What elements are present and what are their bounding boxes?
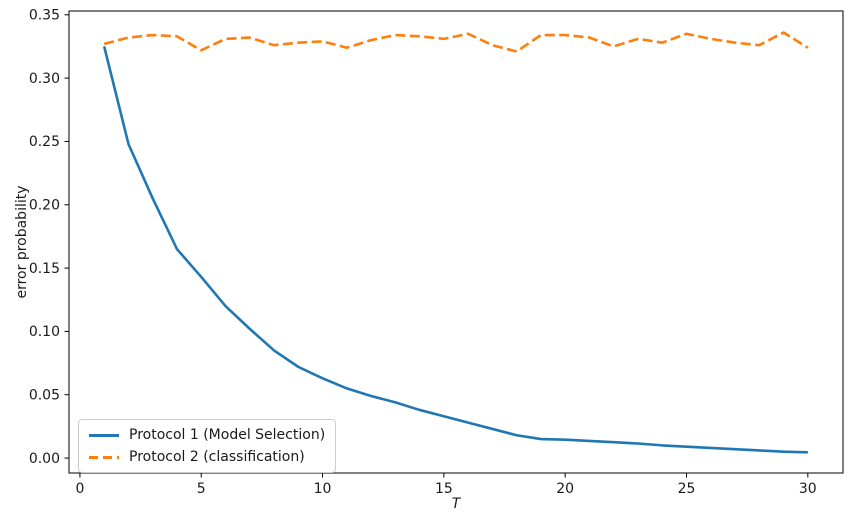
svg-text:15: 15 <box>435 481 453 497</box>
svg-text:0: 0 <box>75 481 84 497</box>
svg-text:0.10: 0.10 <box>29 324 60 340</box>
svg-text:10: 10 <box>314 481 332 497</box>
svg-text:0.20: 0.20 <box>29 198 60 214</box>
legend: Protocol 1 (Model Selection) Protocol 2 … <box>78 419 337 473</box>
legend-entry-protocol-1: Protocol 1 (Model Selection) <box>89 427 325 443</box>
svg-text:0.25: 0.25 <box>29 134 60 150</box>
legend-label: Protocol 2 (classification) <box>129 449 305 465</box>
svg-text:0.30: 0.30 <box>29 71 60 87</box>
svg-text:0.05: 0.05 <box>29 388 60 404</box>
svg-text:30: 30 <box>799 481 817 497</box>
svg-text:0.00: 0.00 <box>29 451 60 467</box>
legend-line-sample-dashed <box>89 455 119 459</box>
svg-text:5: 5 <box>197 481 206 497</box>
legend-entry-protocol-2: Protocol 2 (classification) <box>89 449 325 465</box>
svg-text:25: 25 <box>678 481 696 497</box>
x-axis-label: T <box>451 496 461 512</box>
legend-line-sample-solid <box>89 433 119 437</box>
svg-text:20: 20 <box>556 481 574 497</box>
legend-label: Protocol 1 (Model Selection) <box>129 427 326 443</box>
svg-text:0.35: 0.35 <box>29 8 60 24</box>
svg-text:0.15: 0.15 <box>29 261 60 277</box>
y-axis-label: error probability <box>14 185 30 299</box>
